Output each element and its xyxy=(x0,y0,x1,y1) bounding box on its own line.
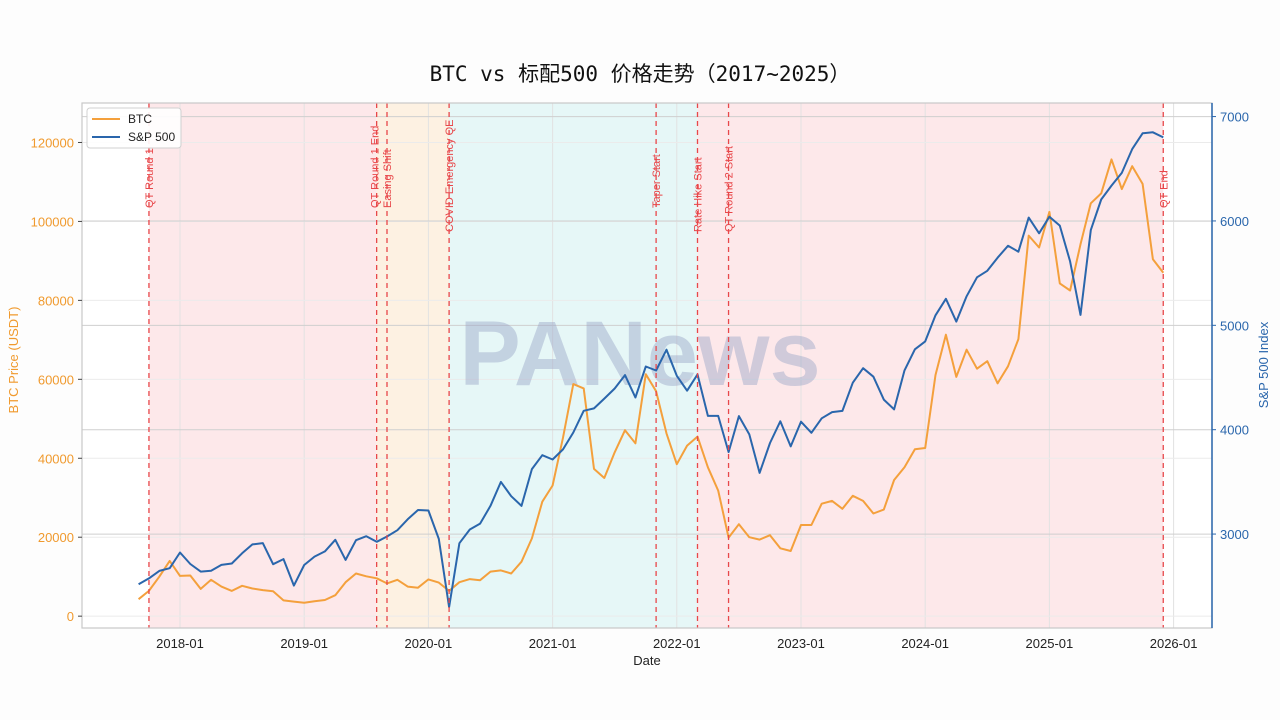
event-label: QT Round 1 End xyxy=(370,126,382,208)
event-label: Easing Shift xyxy=(382,149,394,208)
x-tick-label: 2018-01 xyxy=(156,636,204,651)
left-tick-label: 60000 xyxy=(38,372,74,387)
event-label: COVID Emergency QE xyxy=(444,120,456,232)
right-tick-label: 6000 xyxy=(1220,214,1249,229)
x-tick-label: 2020-01 xyxy=(405,636,453,651)
x-tick-label: 2023-01 xyxy=(777,636,825,651)
left-tick-label: 80000 xyxy=(38,293,74,308)
x-tick-label: 2025-01 xyxy=(1026,636,1074,651)
watermark-logo: PANews xyxy=(459,303,820,405)
event-label: QT End xyxy=(1158,170,1170,208)
x-tick-label: 2024-01 xyxy=(901,636,949,651)
x-axis-label: Date xyxy=(633,653,660,668)
right-tick-label: 5000 xyxy=(1220,318,1249,333)
x-tick-label: 2026-01 xyxy=(1150,636,1198,651)
left-tick-label: 100000 xyxy=(31,214,74,229)
event-label: Rate Hike Start xyxy=(693,157,705,232)
event-label: QT Round 2 Start xyxy=(724,146,736,232)
right-axis-label: S&P 500 Index xyxy=(1256,321,1271,408)
left-tick-label: 0 xyxy=(67,609,74,624)
right-tick-label: 4000 xyxy=(1220,423,1249,438)
series-line-btc xyxy=(137,158,1165,604)
legend-label: BTC xyxy=(128,112,152,126)
event-label: QT Round 1 xyxy=(144,148,156,208)
left-tick-label: 120000 xyxy=(31,135,74,150)
shaded-region xyxy=(148,103,377,628)
legend: BTC S&P 500 xyxy=(86,107,182,149)
left-tick-label: 20000 xyxy=(38,530,74,545)
left-axis-label: BTC Price (USDT) xyxy=(6,307,21,414)
chart-title: BTC vs 标配500 价格走势（2017~2025） xyxy=(429,62,851,86)
left-tick-label: 40000 xyxy=(38,451,74,466)
legend-label: S&P 500 xyxy=(128,130,175,144)
x-tick-label: 2022-01 xyxy=(653,636,701,651)
event-label: Taper Start xyxy=(651,154,663,208)
series-line-s-p-500 xyxy=(138,131,1164,609)
x-tick-label: 2021-01 xyxy=(529,636,577,651)
x-tick-label: 2019-01 xyxy=(280,636,328,651)
right-tick-label: 7000 xyxy=(1220,110,1249,125)
right-tick-label: 3000 xyxy=(1220,527,1249,542)
shaded-region xyxy=(376,103,450,628)
